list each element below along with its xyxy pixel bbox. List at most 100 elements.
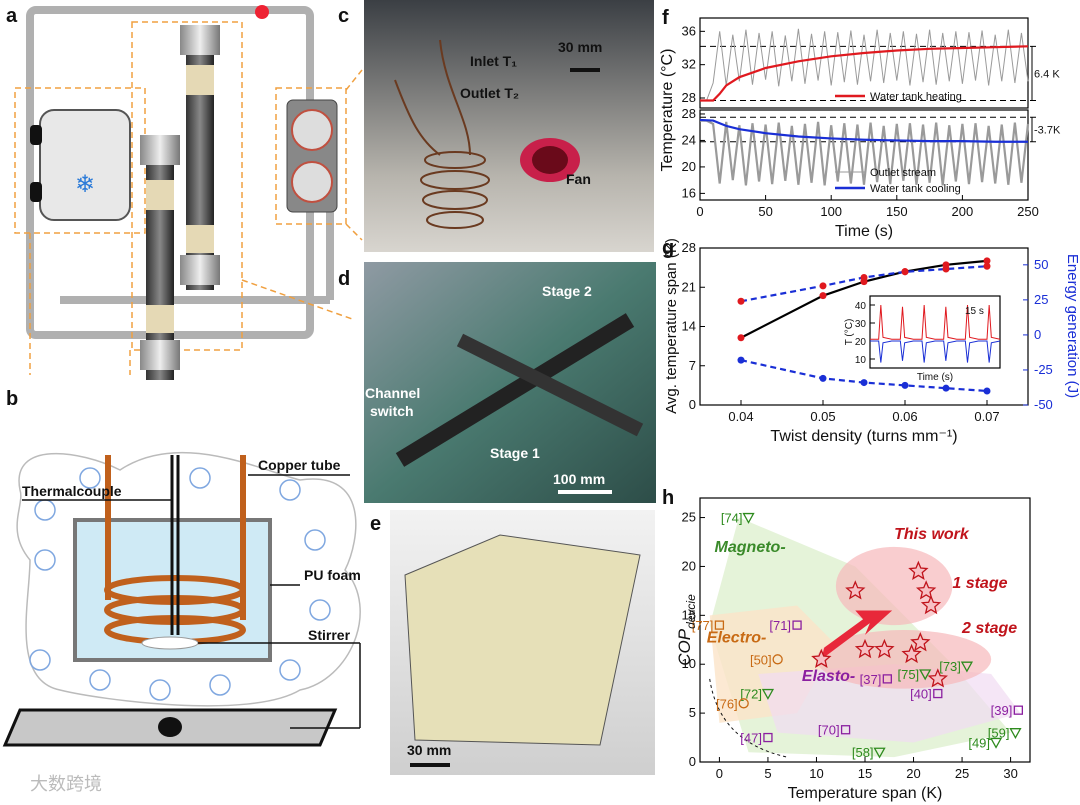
x-tick-label: 15	[858, 766, 872, 781]
marker	[942, 265, 950, 273]
star-marker	[927, 668, 948, 688]
y-axis-label: Temperature (°C)	[659, 49, 676, 172]
line	[740, 359, 988, 393]
star-marker	[915, 580, 937, 600]
x-tick-label: 20	[906, 766, 920, 781]
region-label: Magneto-	[715, 539, 786, 556]
point-label: [37]	[860, 672, 882, 687]
panel-label: h	[662, 487, 674, 509]
star-marker	[920, 594, 942, 615]
valve	[255, 5, 269, 19]
square-marker	[763, 732, 773, 743]
region	[758, 664, 1021, 743]
x-tick-label: 0.07	[974, 409, 999, 424]
x-tick-label: 5	[764, 766, 771, 781]
line	[700, 119, 1030, 186]
x-axis-label: Time (s)	[835, 223, 893, 240]
copper-coil	[104, 455, 246, 645]
legend-label: Water tank cooling	[870, 183, 961, 195]
y-axis-label: Avg. temperature span (K)	[663, 238, 680, 414]
star-marker	[845, 580, 866, 600]
point-label: [39]	[991, 703, 1013, 718]
y-tick-label: 14	[682, 319, 696, 334]
cap	[140, 135, 180, 165]
y-tick-label: 0	[689, 397, 696, 412]
panel-label: e	[370, 513, 381, 535]
line	[699, 118, 1028, 143]
marker	[901, 381, 909, 389]
marker	[737, 334, 745, 342]
legend-label: Water tank heating	[870, 91, 962, 103]
label: Inlet T₁	[470, 53, 517, 69]
circle-marker	[772, 654, 783, 665]
foam-box-photo	[404, 534, 641, 746]
label: Thermalcouple	[22, 483, 122, 499]
x-tick-label: 0	[716, 766, 723, 781]
label: Stage 1	[490, 445, 540, 461]
x-axis-label: Temperature span (K)	[788, 785, 943, 802]
point-label: [70]	[818, 723, 840, 738]
marker	[819, 292, 827, 300]
triangle-marker	[761, 688, 775, 700]
fan	[291, 109, 333, 151]
label: Stage 2	[542, 283, 592, 299]
region-label: Elasto-	[802, 668, 855, 685]
x-tick-label: 250	[1017, 204, 1039, 219]
stirrer-bar	[141, 636, 199, 650]
line	[740, 259, 988, 339]
y-tick-label: 40	[855, 301, 867, 312]
x-tick-label: 0	[696, 204, 703, 219]
panel-label: a	[6, 5, 18, 27]
triangle-marker	[960, 661, 974, 673]
x-tick-label: 100	[820, 204, 842, 219]
x-tick-label: 50	[758, 204, 772, 219]
point-label: [72]	[740, 687, 762, 702]
square-marker	[792, 620, 802, 630]
yarn	[186, 225, 214, 253]
y2-axis-label: Energy generation (J)	[1064, 254, 1080, 398]
y-tick-label: 10	[682, 656, 696, 671]
circle-marker	[738, 698, 749, 709]
marker	[860, 379, 868, 387]
y-tick-label: 24	[682, 132, 696, 147]
panel-label: b	[6, 388, 18, 410]
panel-label: c	[338, 5, 349, 27]
y-tick-label: 16	[682, 185, 696, 200]
panel-label: d	[338, 268, 350, 290]
yarn	[186, 65, 214, 95]
x-tick-label: 25	[955, 766, 969, 781]
y-axis-label-sub: devcie	[684, 594, 698, 629]
plot-frame	[699, 17, 1029, 109]
watermark: 大数跨境	[30, 774, 102, 794]
y-tick-label: 7	[689, 358, 696, 373]
label: Outlet T₂	[460, 85, 519, 101]
annotation: 15 s	[965, 306, 984, 317]
y2-tick-label: -50	[1034, 397, 1053, 412]
marker	[901, 268, 909, 276]
knob	[30, 182, 42, 202]
y-tick-label: 32	[682, 57, 696, 72]
boundary	[709, 678, 788, 758]
y-tick-label: 25	[682, 510, 696, 525]
y-tick-label: 5	[689, 705, 696, 720]
y2-tick-label: -25	[1034, 362, 1053, 377]
label: PU foam	[304, 567, 361, 583]
line	[740, 265, 988, 303]
x-tick-label: 200	[952, 204, 974, 219]
marker	[983, 387, 991, 395]
marker	[983, 257, 991, 265]
panel-label: f	[662, 7, 669, 29]
point-label: [40]	[910, 687, 932, 702]
plot-frame	[869, 295, 1001, 369]
x-tick-label: 30	[1003, 766, 1017, 781]
point-label: [74]	[721, 511, 743, 526]
region	[816, 630, 992, 689]
square-marker	[714, 620, 725, 630]
fan-photo	[532, 146, 568, 174]
stage-photo	[456, 333, 644, 437]
y-tick-label: 36	[682, 23, 696, 38]
plot-frame	[699, 109, 1029, 201]
y-tick-label: 15	[682, 607, 696, 622]
star-marker	[854, 638, 876, 659]
star-marker	[901, 643, 922, 664]
